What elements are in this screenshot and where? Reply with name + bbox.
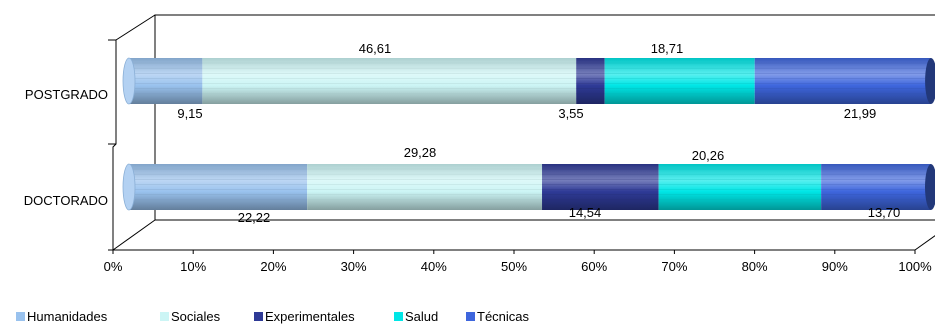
x-tick-label: 80%: [742, 259, 768, 274]
data-label-doctorado-tecnicas: 13,70: [868, 205, 901, 220]
bar-doctorado-tecnicas: [821, 164, 935, 210]
category-label-postgrado: POSTGRADO: [25, 87, 108, 102]
legend-label: Sociales: [171, 309, 221, 324]
x-tick-label: 60%: [581, 259, 607, 274]
legend-label: Técnicas: [477, 309, 530, 324]
bars: [122, 57, 935, 211]
legend-item-tecnicas: Técnicas: [466, 309, 530, 324]
bar-postgrado-humanidades: [122, 57, 203, 105]
bar-postgrado-sociales: [202, 58, 577, 104]
data-label-doctorado-salud: 20,26: [692, 148, 725, 163]
data-label-postgrado-sociales: 46,61: [359, 41, 392, 56]
category-label-doctorado: DOCTORADO: [24, 193, 108, 208]
legend-label: Humanidades: [27, 309, 108, 324]
legend: Humanidades Sociales Experimentales Salud Té…: [16, 309, 530, 324]
data-label-doctorado-sociales: 29,28: [404, 145, 437, 160]
floor-right-edge: [914, 235, 935, 251]
x-tick-label: 40%: [421, 259, 447, 274]
data-label-doctorado-humanidades: 22,22: [238, 210, 271, 225]
bar-postgrado-experimentales: [576, 58, 605, 104]
bar-doctorado-experimentales: [542, 164, 659, 210]
data-label-postgrado-experimentales: 3,55: [558, 106, 583, 121]
x-tick-label: 30%: [341, 259, 367, 274]
legend-label: Salud: [405, 309, 438, 324]
x-tick-label: 10%: [180, 259, 206, 274]
bar-postgrado-tecnicas: [754, 58, 935, 104]
floor-left-edge: [112, 219, 156, 251]
legend-item-sociales: Sociales: [160, 309, 221, 324]
x-tick-label: 20%: [260, 259, 286, 274]
x-tick-label: 0%: [104, 259, 123, 274]
data-labels: 9,15 46,61 3,55 18,71 21,99 22,22 29,28 14,54 20…: [177, 41, 900, 225]
legend-swatch: [160, 312, 169, 321]
x-tick-label: 50%: [501, 259, 527, 274]
x-tick-label: 100%: [898, 259, 932, 274]
bar-doctorado-salud: [658, 164, 822, 210]
bar-postgrado-salud: [604, 58, 755, 104]
data-label-postgrado-tecnicas: 21,99: [844, 106, 877, 121]
legend-item-experimentales: Experimentales: [254, 309, 355, 324]
category-labels: POSTGRADO DOCTORADO: [24, 87, 108, 208]
legend-item-salud: Salud: [394, 309, 438, 324]
bar-doctorado-humanidades: [122, 163, 308, 211]
x-axis: 0% 10% 20% 30% 40% 50% 60% 70% 80% 90% 100%: [104, 250, 932, 274]
y-axis-line: [112, 14, 156, 250]
plot-frame: [108, 14, 935, 251]
data-label-doctorado-experimentales: 14,54: [569, 205, 602, 220]
legend-swatch: [394, 312, 403, 321]
data-label-postgrado-salud: 18,71: [651, 41, 684, 56]
legend-swatch: [254, 312, 263, 321]
legend-label: Experimentales: [265, 309, 355, 324]
data-label-postgrado-humanidades: 9,15: [177, 106, 202, 121]
bar-doctorado-sociales: [307, 164, 543, 210]
legend-swatch: [16, 312, 25, 321]
legend-swatch: [466, 312, 475, 321]
x-tick-label: 90%: [822, 259, 848, 274]
legend-item-humanidades: Humanidades: [16, 309, 108, 324]
x-tick-label: 70%: [661, 259, 687, 274]
